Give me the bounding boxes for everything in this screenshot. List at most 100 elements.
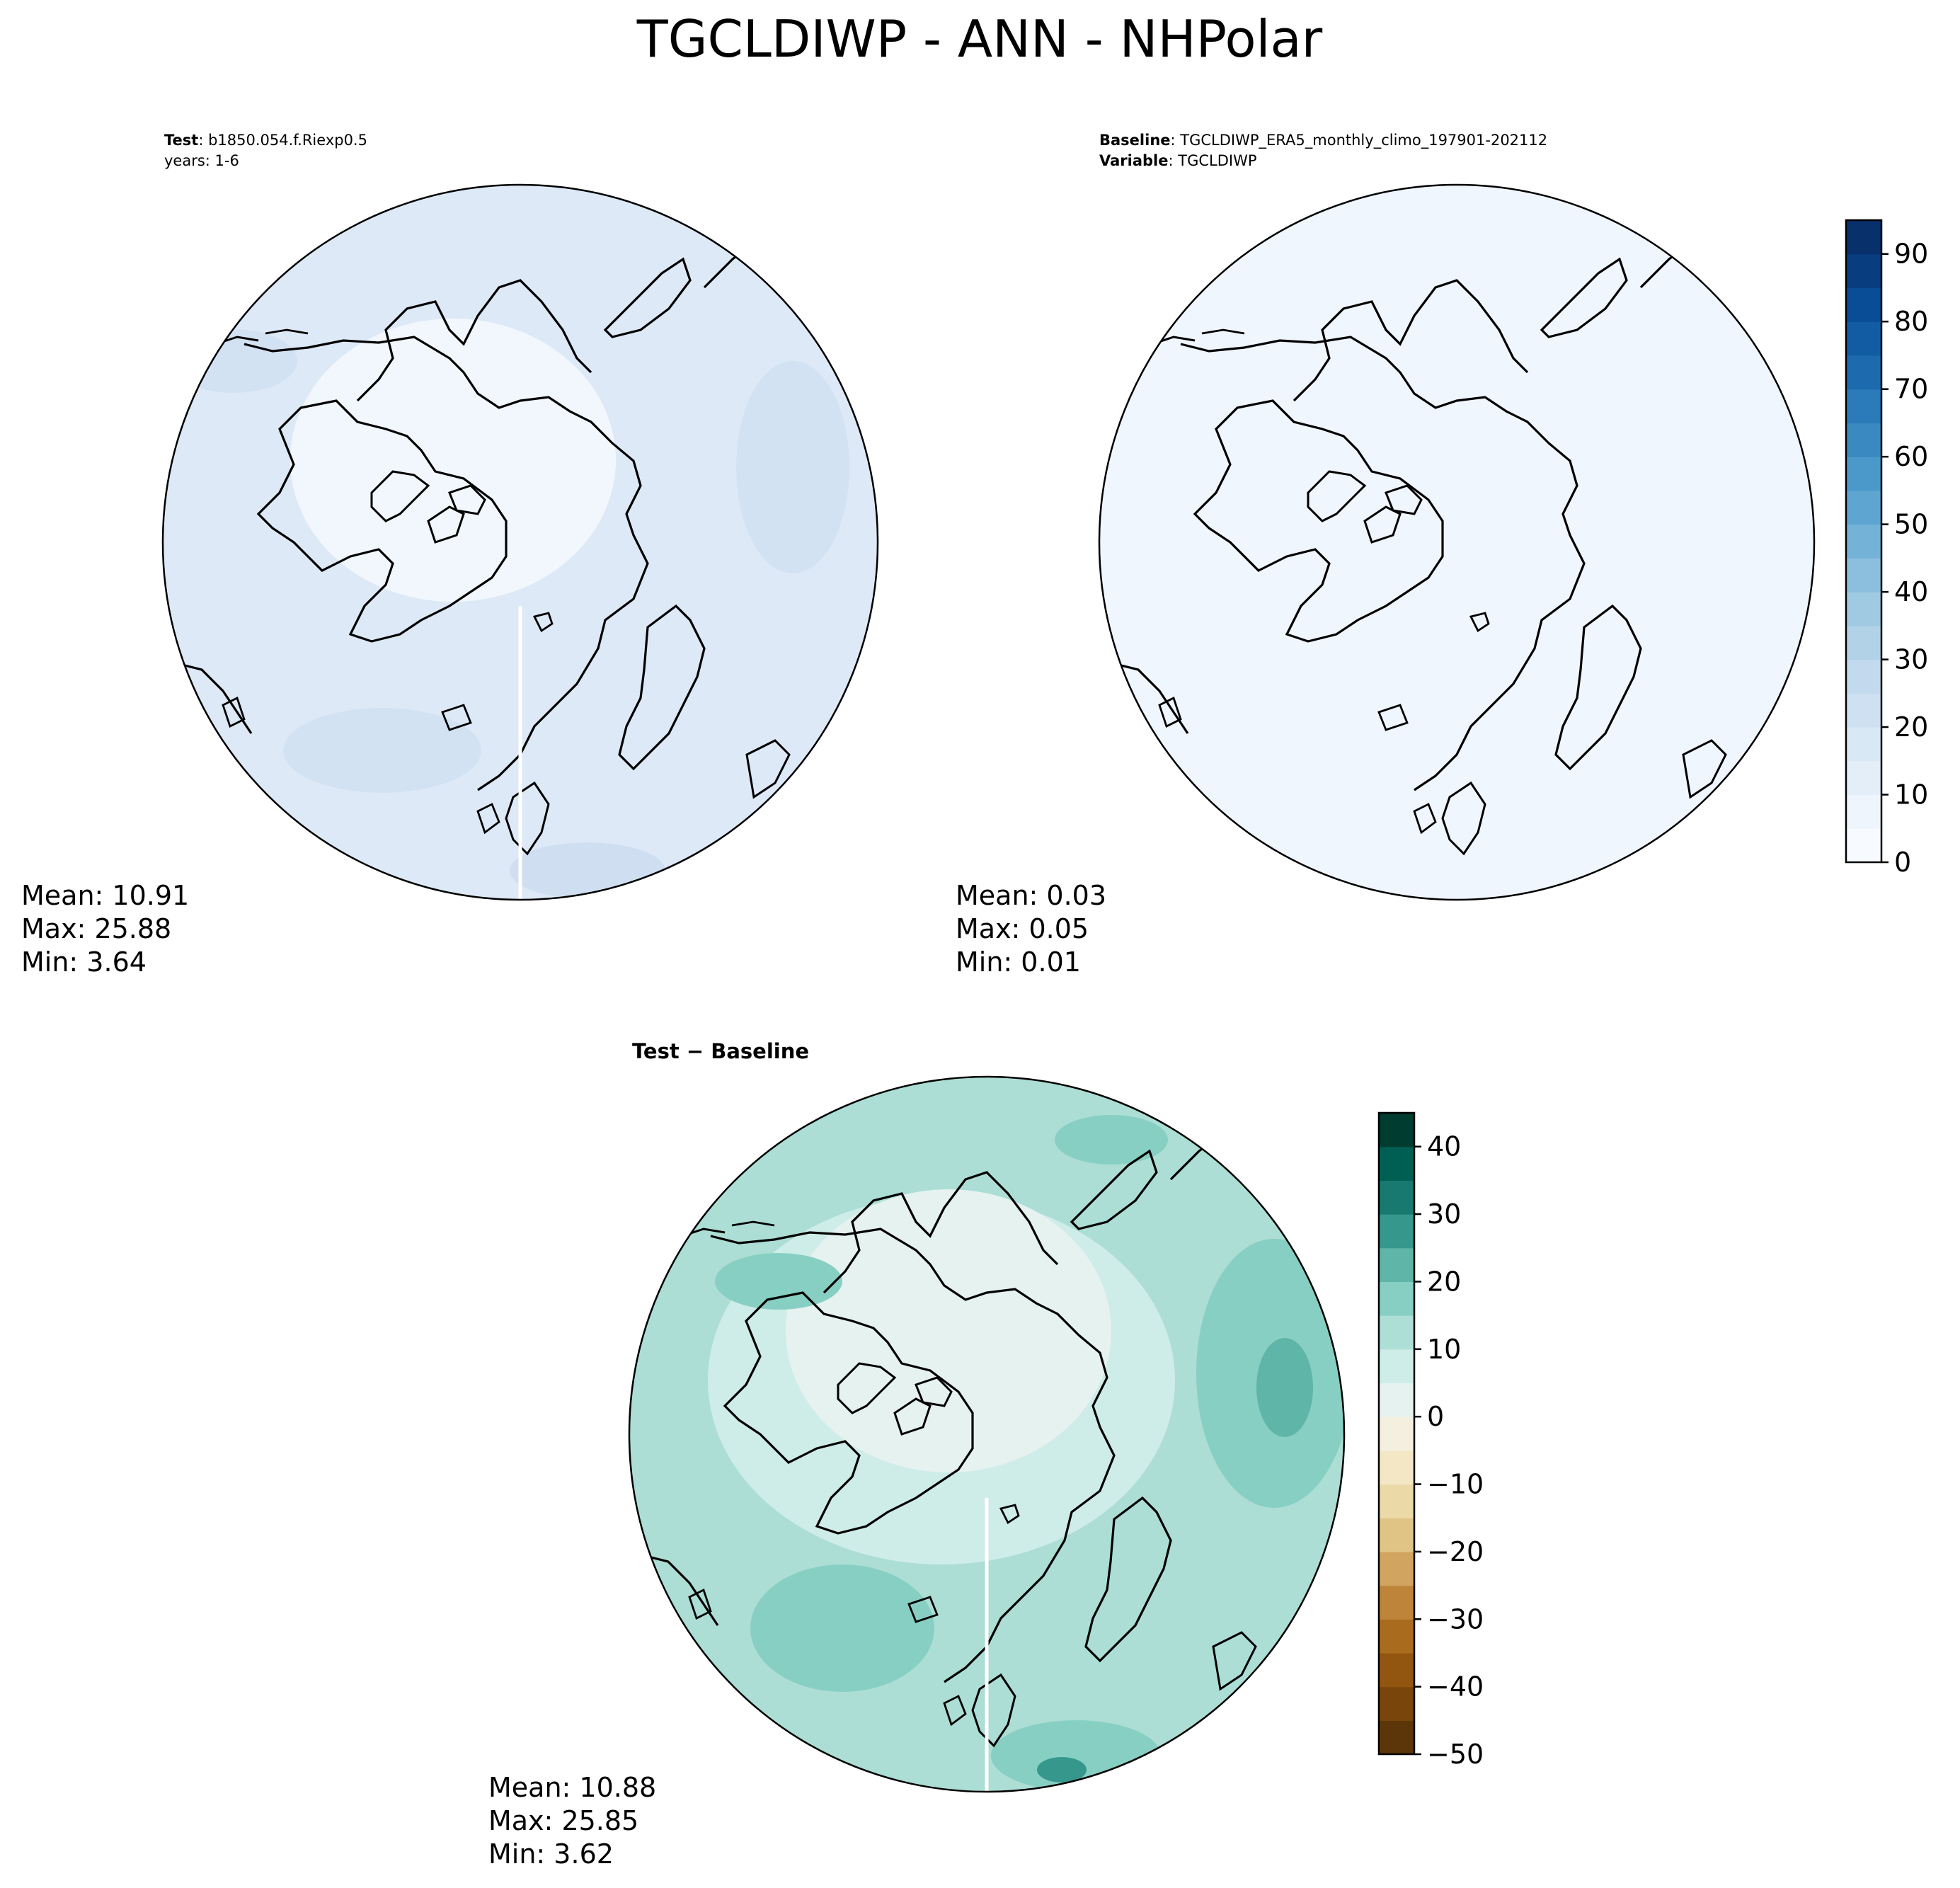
panel-difference-max: Max: 25.85 xyxy=(488,1805,638,1836)
colorbar-segment xyxy=(1379,1180,1414,1215)
map-difference-border xyxy=(628,1075,1346,1793)
panel-baseline-mean: Mean: 0.03 xyxy=(956,880,1106,911)
colorbar-segment xyxy=(1379,1113,1414,1148)
panel-difference-mean: Mean: 10.88 xyxy=(488,1772,656,1803)
map-test-contour xyxy=(510,842,665,899)
map-baseline-border xyxy=(1098,183,1816,901)
map-difference-contour xyxy=(1256,1338,1313,1437)
map-difference xyxy=(629,1077,1344,1792)
panel-baseline-header-line1: Baseline: TGCLDIWP_ERA5_monthly_climo_19… xyxy=(1099,132,1547,149)
panel-baseline-header-label: Baseline xyxy=(1099,132,1171,149)
figure-title: TGCLDIWP - ANN - NHPolar xyxy=(636,9,1323,69)
panel-baseline-variable-name: TGCLDIWP xyxy=(1177,152,1256,169)
colorbar-segment xyxy=(1379,1619,1414,1654)
colorbar-tick-label: −30 xyxy=(1427,1603,1484,1635)
panel-difference: Test − Baseline Mean: 10.88 Max: 25.85 M… xyxy=(488,1039,1346,1870)
colorbar-segment xyxy=(1846,321,1881,356)
colorbar-segment xyxy=(1379,1349,1414,1384)
colorbar-frame xyxy=(1845,219,1883,864)
colorbar-segment xyxy=(1846,457,1881,491)
colorbar-segment xyxy=(1379,1551,1414,1586)
panel-test-max: Max: 25.88 xyxy=(21,913,171,944)
map-test-border xyxy=(161,183,879,901)
colorbar-tick-label: −50 xyxy=(1427,1739,1484,1770)
colorbar-segment xyxy=(1379,1383,1414,1417)
panel-difference-min: Min: 3.62 xyxy=(488,1838,614,1870)
colorbar-segment xyxy=(1846,693,1881,728)
colorbar-segment xyxy=(1846,220,1881,255)
colorbar-segment xyxy=(1379,1652,1414,1688)
colorbar-segment xyxy=(1379,1720,1414,1755)
colorbar-tick-label: 80 xyxy=(1894,306,1928,337)
map-difference-contour xyxy=(1037,1757,1087,1783)
colorbar-segment xyxy=(1846,760,1881,796)
map-test-contour xyxy=(283,708,481,793)
colorbar-tick-label: 60 xyxy=(1894,441,1928,472)
colorbar-segment xyxy=(1846,659,1881,694)
panel-test-mean: Mean: 10.91 xyxy=(21,880,189,911)
colorbar-segment xyxy=(1846,592,1881,627)
colorbar-frame xyxy=(1377,1111,1416,1756)
colorbar-tick-label: 0 xyxy=(1894,847,1911,878)
panel-baseline-header-sep: : xyxy=(1171,132,1181,149)
panel-baseline: Baseline: TGCLDIWP_ERA5_monthly_climo_19… xyxy=(956,132,1816,978)
colorbar-tick-label: 40 xyxy=(1894,576,1928,607)
colorbar-tick-label: 50 xyxy=(1894,509,1928,540)
colorbar-segment xyxy=(1846,287,1881,322)
colorbar-brbg: 40 30 20 10 0 −10 −20 −30 −40 −50 xyxy=(1377,1111,1484,1770)
map-test-polar-contour xyxy=(290,319,616,602)
colorbar-tick-label: 70 xyxy=(1894,374,1928,405)
colorbar-segment xyxy=(1379,1214,1414,1249)
panel-test-years: years: 1-6 xyxy=(164,152,239,169)
colorbar-tick-label: −20 xyxy=(1427,1536,1484,1567)
colorbar-segment xyxy=(1379,1417,1414,1451)
colorbar-segment xyxy=(1379,1450,1414,1485)
panel-test-case-name: b1850.054.f.Riexp0.5 xyxy=(208,132,367,149)
panel-baseline-variable-label: Variable xyxy=(1099,152,1168,169)
colorbar-segment xyxy=(1846,524,1881,559)
colorbar-tick-label: 0 xyxy=(1427,1401,1444,1432)
panel-test-header-sep: : xyxy=(198,132,208,149)
map-test-contour xyxy=(736,361,849,573)
colorbar-segment xyxy=(1379,1281,1414,1316)
map-test xyxy=(163,185,878,900)
colorbar-segment xyxy=(1379,1686,1414,1721)
colorbar-segment xyxy=(1846,625,1881,660)
colorbar-tick-label: −10 xyxy=(1427,1469,1484,1500)
colorbar-segment xyxy=(1379,1146,1414,1181)
map-difference-contour xyxy=(715,1253,842,1310)
colorbar-segment xyxy=(1379,1585,1414,1620)
map-difference-contour xyxy=(750,1564,934,1692)
colorbar-tick-label: 10 xyxy=(1427,1334,1461,1365)
colorbar-tick-label: 30 xyxy=(1894,644,1928,675)
colorbar-tick-label: 20 xyxy=(1894,711,1928,743)
panel-baseline-min: Min: 0.01 xyxy=(956,946,1081,978)
colorbar-blues: 0 10 20 30 40 50 60 70 80 90 xyxy=(1845,219,1928,878)
panel-baseline-dataset-name: TGCLDIWP_ERA5_monthly_climo_197901-20211… xyxy=(1179,132,1547,149)
colorbar-segment xyxy=(1846,355,1881,390)
colorbar-segment xyxy=(1846,794,1881,829)
map-baseline xyxy=(1099,185,1814,900)
panel-difference-title: Test − Baseline xyxy=(632,1039,809,1063)
map-baseline-fill xyxy=(1099,185,1814,900)
colorbar-segment xyxy=(1846,389,1881,424)
colorbar-tick-label: 10 xyxy=(1894,779,1928,811)
colorbar-segment xyxy=(1379,1247,1414,1283)
colorbar-segment xyxy=(1846,558,1881,593)
colorbar-tick-label: 20 xyxy=(1427,1266,1461,1297)
colorbar-segment xyxy=(1846,423,1881,457)
panel-baseline-header-line2: Variable: TGCLDIWP xyxy=(1099,152,1257,169)
colorbar-segment xyxy=(1379,1484,1414,1518)
panel-baseline-max: Max: 0.05 xyxy=(956,913,1089,944)
panel-test-header-line1: Test: b1850.054.f.Riexp0.5 xyxy=(164,132,367,149)
colorbar-tick-label: 40 xyxy=(1427,1131,1461,1162)
colorbar-segment xyxy=(1846,727,1881,762)
panel-test-min: Min: 3.64 xyxy=(21,946,147,978)
colorbar-segment xyxy=(1846,490,1881,525)
colorbar-tick-label: −40 xyxy=(1427,1671,1484,1703)
colorbar-segment xyxy=(1846,828,1881,863)
panel-test-header-label: Test xyxy=(164,132,198,149)
colorbar-tick-label: 30 xyxy=(1427,1198,1461,1230)
colorbar-segment xyxy=(1846,253,1881,289)
